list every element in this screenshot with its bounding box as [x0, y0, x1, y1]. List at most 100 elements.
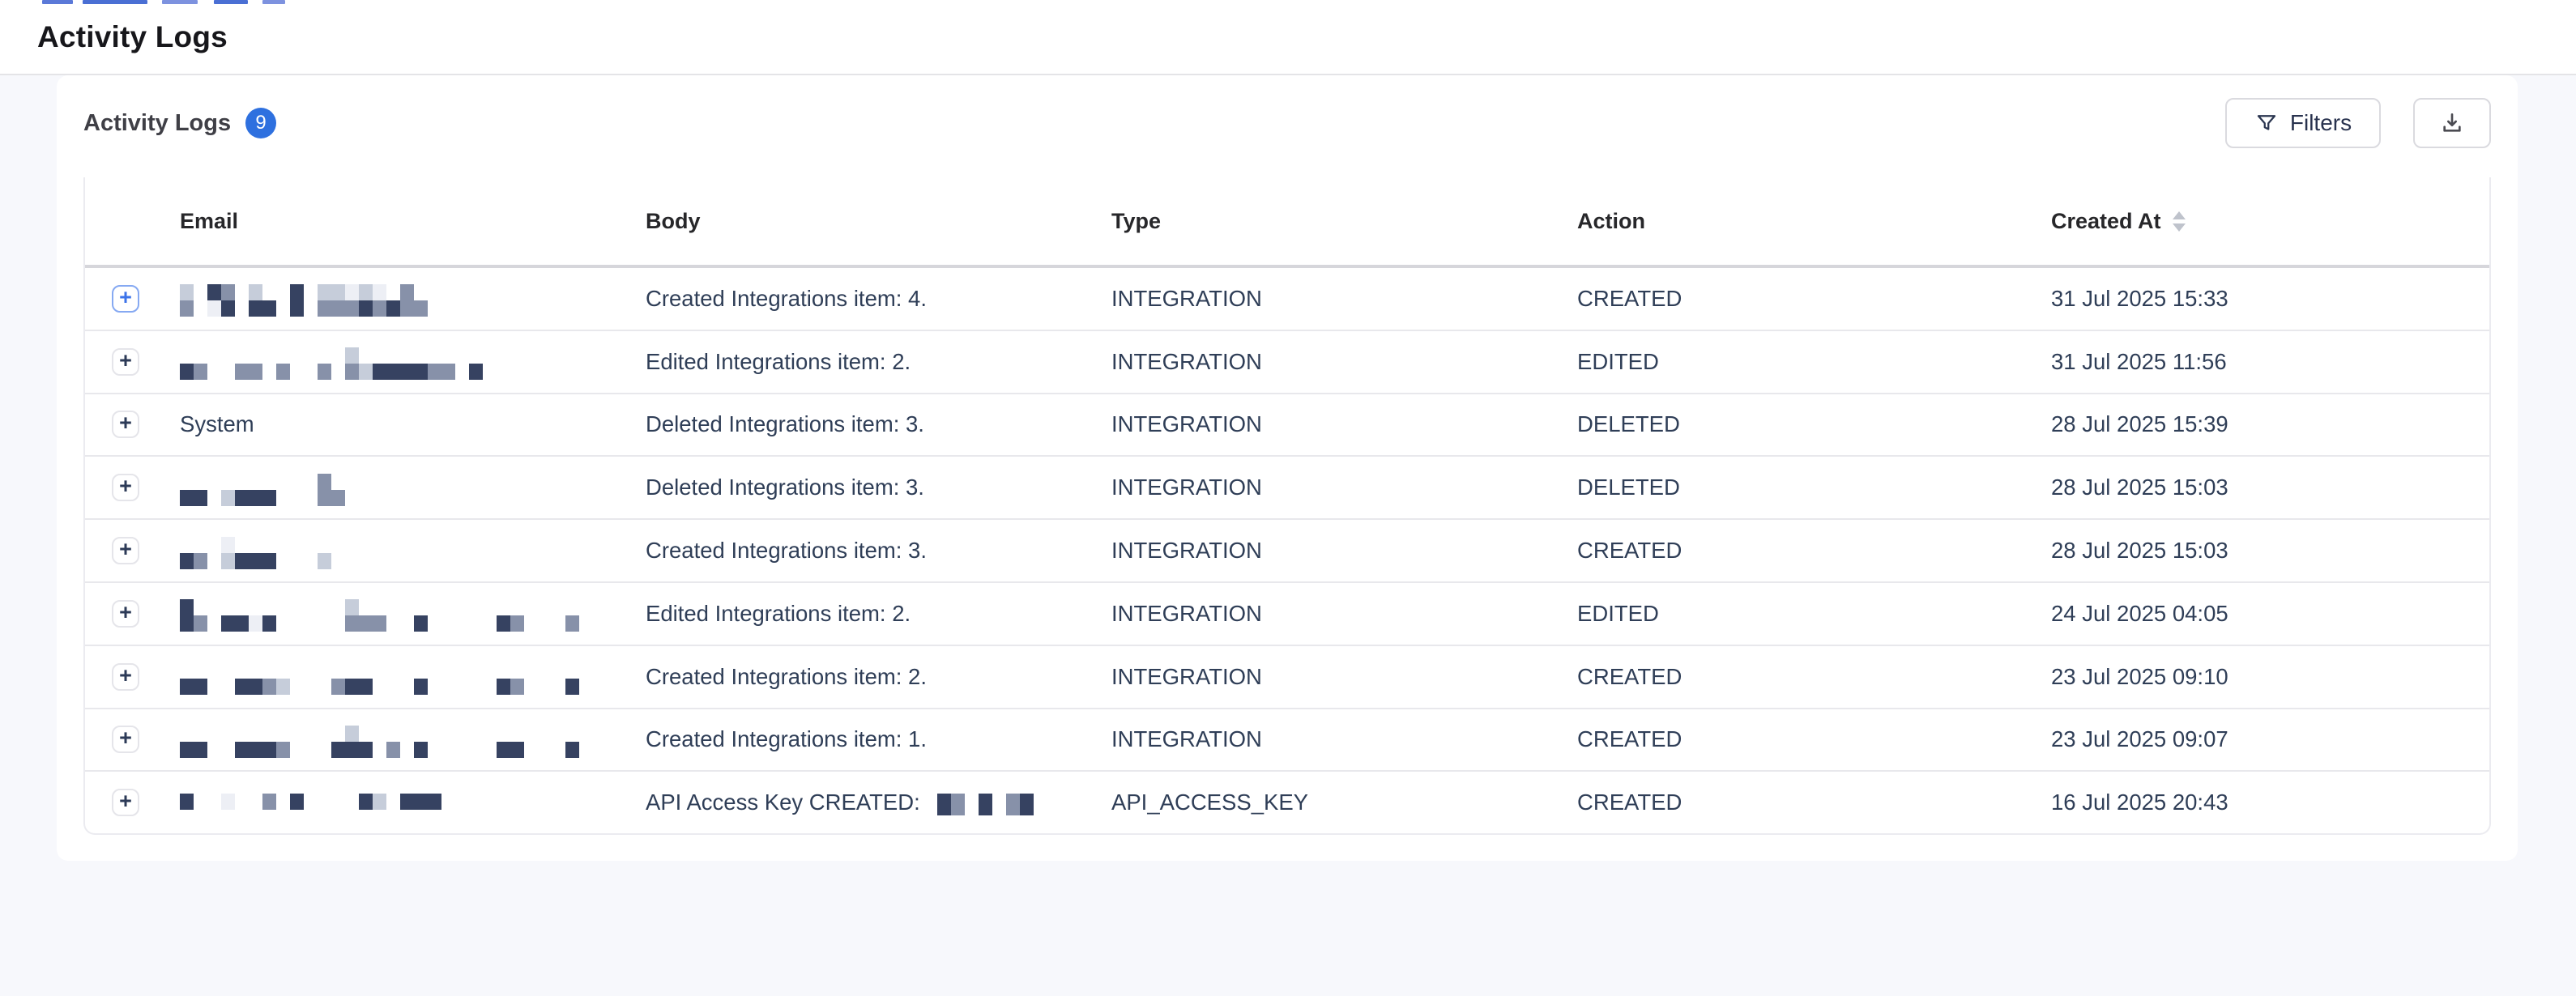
redacted-text-mosaic	[180, 347, 497, 381]
download-button[interactable]	[2413, 98, 2491, 148]
email-cell	[180, 280, 646, 317]
table-row: + Created Integrations item: 4. INTEGRAT…	[85, 268, 2489, 331]
redacted-text-mosaic	[180, 536, 359, 569]
table-row: + Created Integrations item: 1. INTEGRAT…	[85, 709, 2489, 773]
expand-row-button[interactable]: +	[112, 284, 139, 313]
action-cell: CREATED	[1577, 285, 1683, 311]
action-cell: CREATED	[1577, 538, 1683, 564]
download-icon	[2439, 110, 2465, 136]
body-cell: Deleted Integrations item: 3.	[646, 411, 924, 437]
created-at-cell: 23 Jul 2025 09:07	[2051, 726, 2228, 752]
funnel-icon	[2254, 111, 2279, 135]
table-header-row: Email Body Type Action Created At	[85, 177, 2489, 268]
activity-logs-card: Activity Logs 9 Filters	[57, 75, 2518, 862]
type-cell: INTEGRATION	[1111, 726, 1262, 752]
table-row: + System Deleted Integrations item: 3. I…	[85, 394, 2489, 458]
redacted-text-mosaic	[180, 284, 428, 317]
expand-cell: +	[85, 662, 180, 691]
created-at-cell: 31 Jul 2025 15:33	[2051, 285, 2228, 311]
email-cell	[180, 533, 646, 569]
sort-icon	[2172, 211, 2186, 232]
type-cell: INTEGRATION	[1111, 348, 1262, 374]
redacted-text-mosaic	[180, 599, 579, 632]
filters-button[interactable]: Filters	[2225, 98, 2381, 148]
table-row: + Created Integrations item: 3. INTEGRAT…	[85, 520, 2489, 583]
activity-logs-table: Email Body Type Action Created At + Crea…	[83, 177, 2491, 836]
expand-cell: +	[85, 284, 180, 313]
email-cell	[180, 343, 646, 381]
table-row: + Deleted Integrations item: 3. INTEGRAT…	[85, 457, 2489, 521]
expand-row-button[interactable]: +	[112, 474, 139, 502]
expand-row-button[interactable]: +	[112, 726, 139, 754]
body-cell: Created Integrations item: 4.	[646, 285, 927, 311]
body-cell: Created Integrations item: 1.	[646, 726, 927, 752]
redacted-text-mosaic	[937, 793, 1034, 815]
expand-row-button[interactable]: +	[112, 662, 139, 691]
header-cell-created-at[interactable]: Created At	[2051, 209, 2489, 234]
page-header: Activity Logs	[0, 0, 2576, 75]
body-cell: Created Integrations item: 2.	[646, 663, 927, 689]
header-cell-body: Body	[646, 208, 701, 233]
expand-cell: +	[85, 347, 180, 376]
card-heading: Activity Logs	[83, 109, 232, 136]
expand-cell: +	[85, 789, 180, 817]
created-at-cell: 28 Jul 2025 15:03	[2051, 538, 2228, 564]
expand-row-button[interactable]: +	[112, 599, 139, 628]
body-cell: Edited Integrations item: 2.	[646, 348, 911, 374]
expand-cell: +	[85, 537, 180, 565]
redacted-text-mosaic	[180, 662, 579, 696]
expand-row-button[interactable]: +	[112, 537, 139, 565]
header-cell-action: Action	[1577, 208, 1645, 233]
expand-cell: +	[85, 474, 180, 502]
created-at-cell: 16 Jul 2025 20:43	[2051, 790, 2228, 815]
action-cell: DELETED	[1577, 411, 1680, 437]
email-cell	[180, 470, 646, 506]
created-at-cell: 28 Jul 2025 15:39	[2051, 411, 2228, 437]
page-title: Activity Logs	[37, 19, 228, 53]
table-row: + API Access Key CREATED: API_ACCESS_KEY…	[85, 772, 2489, 833]
type-cell: INTEGRATION	[1111, 663, 1262, 689]
redacted-text-mosaic	[180, 794, 441, 811]
created-at-cell: 31 Jul 2025 11:56	[2051, 348, 2227, 374]
type-cell: INTEGRATION	[1111, 411, 1262, 437]
type-cell: INTEGRATION	[1111, 475, 1262, 500]
table-body: + Created Integrations item: 4. INTEGRAT…	[85, 268, 2489, 833]
redacted-text-mosaic	[180, 725, 579, 758]
type-cell: API_ACCESS_KEY	[1111, 790, 1309, 815]
action-cell: CREATED	[1577, 726, 1683, 752]
email-cell	[180, 721, 646, 758]
expand-row-button[interactable]: +	[112, 411, 139, 439]
type-cell: INTEGRATION	[1111, 285, 1262, 311]
type-cell: INTEGRATION	[1111, 600, 1262, 626]
expand-cell: +	[85, 411, 180, 439]
email-cell	[180, 595, 646, 632]
created-at-cell: 23 Jul 2025 09:10	[2051, 663, 2228, 689]
header-cell-type: Type	[1111, 208, 1162, 233]
email-cell	[180, 790, 646, 815]
expand-cell: +	[85, 726, 180, 754]
redacted-text-mosaic	[180, 473, 359, 506]
created-at-cell: 28 Jul 2025 15:03	[2051, 475, 2228, 500]
expand-row-button[interactable]: +	[112, 347, 139, 376]
action-cell: CREATED	[1577, 663, 1683, 689]
body-cell: API Access Key CREATED:	[646, 790, 1111, 815]
action-cell: CREATED	[1577, 790, 1683, 815]
email-cell	[180, 658, 646, 696]
email-cell: System	[180, 411, 254, 437]
action-cell: DELETED	[1577, 475, 1680, 500]
body-cell: Deleted Integrations item: 3.	[646, 475, 924, 500]
filters-button-label: Filters	[2289, 110, 2352, 135]
action-cell: EDITED	[1577, 348, 1659, 374]
card-header: Activity Logs 9 Filters	[57, 75, 2518, 168]
created-at-cell: 24 Jul 2025 04:05	[2051, 600, 2228, 626]
body-cell: Created Integrations item: 3.	[646, 538, 927, 564]
action-cell: EDITED	[1577, 600, 1659, 626]
table-row: + Edited Integrations item: 2. INTEGRATI…	[85, 583, 2489, 646]
expand-row-button[interactable]: +	[112, 789, 139, 817]
top-clipped-content	[0, 0, 2576, 4]
count-badge: 9	[245, 108, 277, 138]
type-cell: INTEGRATION	[1111, 538, 1262, 564]
expand-cell: +	[85, 599, 180, 628]
body-cell: Edited Integrations item: 2.	[646, 600, 911, 626]
table-row: + Created Integrations item: 2. INTEGRAT…	[85, 646, 2489, 709]
